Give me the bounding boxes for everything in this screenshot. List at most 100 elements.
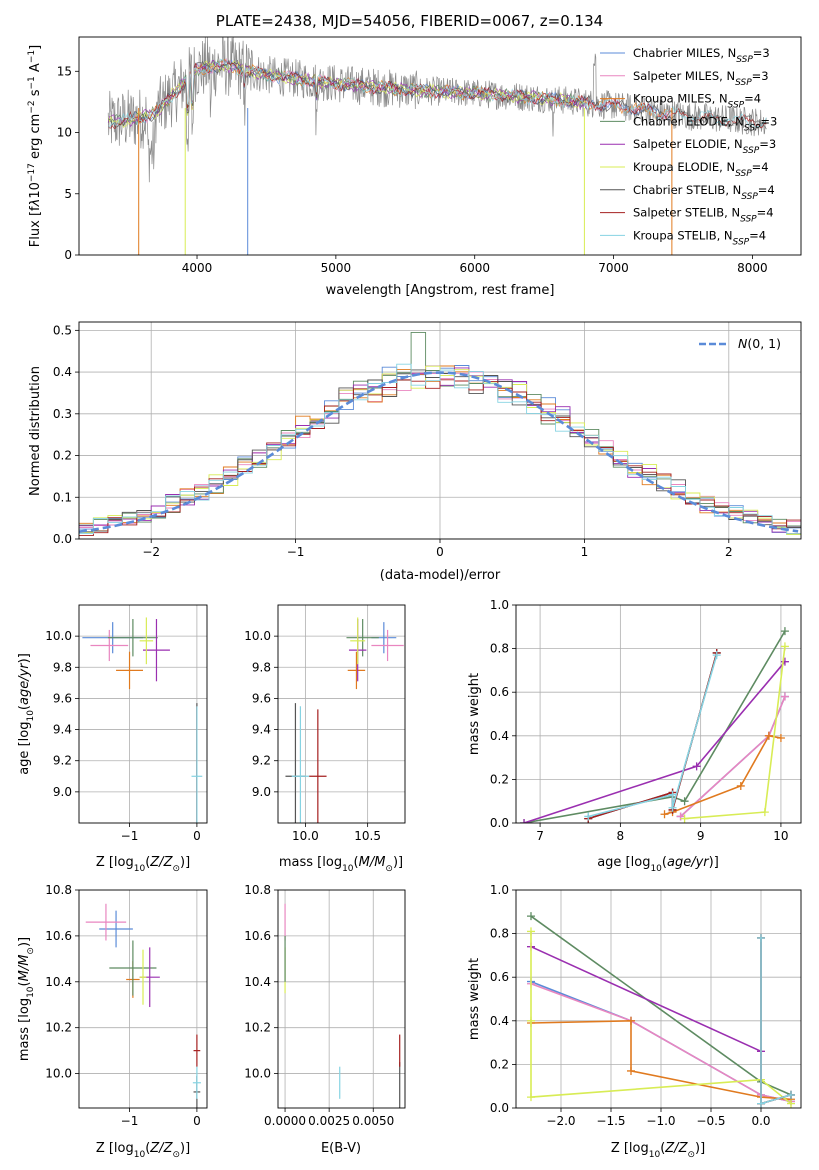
axes-massweight-vs-age: 7 8 9 10 0.0 0.2 0.4 0.6 0.8 1.0 age [log10(age/yr… [467, 598, 802, 874]
plot-area-age-vs-Z [79, 605, 207, 823]
weight-marker-krou_miles [627, 1066, 635, 1075]
y-tick-label: 15 [57, 64, 72, 78]
y-tick-label: 10.0 [244, 629, 271, 643]
weight-line-salp_miles [680, 696, 786, 818]
weight-marker-krou_elodie [527, 1016, 535, 1025]
y-tick-label: 9.6 [252, 691, 271, 705]
y-tick-label: 0 [64, 248, 72, 262]
x-tick-label: −2 [142, 545, 160, 559]
y-tick-label: 10.2 [45, 1021, 72, 1035]
x-tick-label: 6000 [459, 261, 490, 275]
y-axis-label: age [log10(age/yr)] [17, 653, 36, 775]
legend-spectrum: Chabrier MILES, NSSP=3 Salpeter MILES, NS… [600, 46, 777, 247]
y-tick-label: 9.4 [53, 723, 72, 737]
legend-label: Salpeter ELODIE, NSSP=3 [633, 137, 776, 156]
legend-label: Kroupa STELIB, NSSP=4 [633, 228, 766, 247]
axes-mass-vs-Z: −1 0 10.0 10.2 10.4 10.6 10.8 Z [log10(Z/Z⊙)] ma… [17, 883, 208, 1160]
y-tick-label: 9.8 [53, 660, 72, 674]
plot-area-massweight-vs-age [516, 605, 801, 823]
y-tick-label: 9.0 [53, 785, 72, 799]
x-tick-label: −1.5 [596, 1114, 625, 1128]
legend-label: Kroupa ELODIE, NSSP=4 [633, 160, 769, 179]
axes-frame [277, 889, 406, 1109]
plot-area-mass-vs-Z [79, 890, 207, 1108]
x-tick-label: 0 [436, 545, 444, 559]
axes-frame [515, 604, 802, 824]
y-tick-label: 0.8 [490, 642, 509, 656]
axes-residual-histogram: −2 −1 0 1 2 0.0 0.1 0.2 0.3 0.4 0.5 N(0, 1) (data-mo… [28, 321, 802, 583]
y-tick-label: 9.0 [252, 785, 271, 799]
weight-marker-krou_elodie [527, 1093, 535, 1102]
x-tick-label: 1 [581, 545, 589, 559]
x-tick-label: −0.5 [696, 1114, 725, 1128]
x-axis-label: Z [log10(Z/Z⊙)] [96, 855, 190, 874]
y-tick-label: 0.2 [490, 772, 509, 786]
x-axis-label: Z [log10(Z/Z⊙)] [96, 1141, 190, 1160]
y-tick-label: 10.4 [244, 975, 271, 989]
y-tick-label: 9.4 [252, 723, 271, 737]
y-tick-label: 0.1 [53, 490, 72, 504]
legend-label: Chabrier STELIB, NSSP=4 [633, 183, 775, 202]
normal-curve [79, 371, 799, 533]
x-tick-label: −1.0 [646, 1114, 675, 1128]
y-tick-label: 0.4 [490, 1014, 509, 1028]
y-tick-label: 0.4 [490, 729, 509, 743]
weight-marker-krou_elodie [680, 814, 689, 823]
x-tick-label: 0.0 [751, 1114, 770, 1128]
weight-marker-krou_elodie [527, 927, 535, 936]
axes-age-vs-mass: 10.0 10.5 9.0 9.2 9.4 9.6 9.8 10.0 mass [log10(M… [244, 604, 406, 874]
axes-frame [78, 889, 208, 1109]
y-tick-label: 9.6 [53, 691, 72, 705]
x-tick-label: 5000 [321, 261, 352, 275]
weight-marker-krou_elodie [787, 1099, 795, 1108]
weight-marker-krou_miles [776, 733, 785, 742]
legend-label: Salpeter STELIB, NSSP=4 [633, 206, 774, 225]
y-tick-label: 10.2 [244, 1021, 271, 1035]
x-tick-label: −1 [121, 829, 139, 843]
plot-area-mass-vs-EBV [278, 890, 405, 1108]
y-tick-label: 0.3 [53, 407, 72, 421]
y-axis-label: mass weight [467, 673, 482, 755]
weight-marker-chab_elodie [780, 627, 789, 636]
y-tick-label: 10.8 [244, 883, 271, 897]
y-tick-label: 0.2 [490, 1057, 509, 1071]
weight-marker-salp_miles [780, 692, 789, 701]
y-tick-label: 1.0 [490, 883, 509, 897]
y-tick-label: 10.0 [45, 1067, 72, 1081]
model-spectrum-salp_elodie [107, 59, 587, 128]
y-tick-label: 10.6 [244, 929, 271, 943]
axes-frame [78, 36, 802, 256]
x-tick-label: −1 [121, 1114, 139, 1128]
weight-marker-krou_elodie [780, 642, 789, 651]
x-tick-label: 0 [193, 1114, 201, 1128]
legend-label: Chabrier MILES, NSSP=3 [633, 46, 770, 65]
y-tick-label: 0.4 [53, 365, 72, 379]
weight-marker-chab_elodie [680, 797, 689, 806]
model-spectrum-chab_elodie [107, 58, 587, 125]
weight-marker-krou_stelib [668, 790, 677, 799]
y-tick-label: 5 [64, 187, 72, 201]
y-tick-label: 0.0 [490, 816, 509, 830]
weight-marker-salp_elodie [520, 819, 529, 823]
weight-line-krou_stelib [588, 654, 718, 818]
plot-area-residual-histogram [79, 322, 801, 539]
x-tick-label: 8 [617, 829, 625, 843]
x-tick-label: 0.0000 [264, 1114, 306, 1128]
weight-marker-krou_elodie [760, 808, 769, 817]
y-tick-label: 9.2 [53, 754, 72, 768]
plot-area-age-vs-mass [278, 605, 405, 823]
y-tick-label: 10.0 [244, 1067, 271, 1081]
x-tick-label: 7000 [598, 261, 629, 275]
plot-area-massweight-vs-Z [516, 890, 801, 1108]
axes-age-vs-Z: −1 0 9.0 9.2 9.4 9.6 9.8 10.0 Z [log10(Z/Z⊙)] age… [17, 604, 208, 874]
weight-marker-krou_miles [660, 810, 669, 819]
histogram-salp_stelib [79, 379, 801, 537]
x-tick-label: −1 [287, 545, 305, 559]
legend-label: N(0, 1) [738, 336, 781, 351]
x-tick-label: 2 [725, 545, 733, 559]
weight-marker-krou_stelib [787, 1090, 795, 1099]
y-tick-label: 10.6 [45, 929, 72, 943]
page-title: PLATE=2438, MJD=54056, FIBERID=0067, z=0… [215, 12, 604, 30]
x-tick-label: 0.0050 [352, 1114, 394, 1128]
